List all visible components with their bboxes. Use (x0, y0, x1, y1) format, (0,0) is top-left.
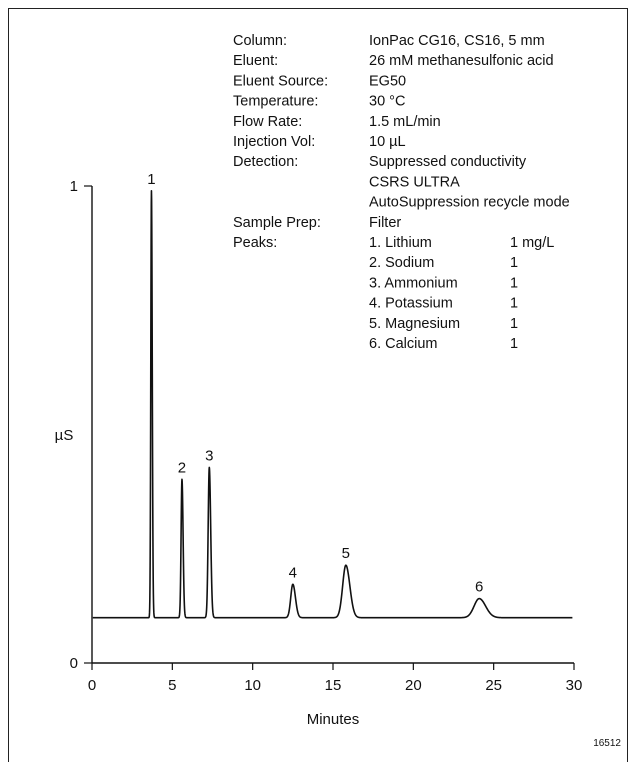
y-tick-label: 1 (70, 178, 78, 195)
peak-labels: 1 2 3 4 5 6 (147, 171, 483, 596)
peak-name: 4. Potassium (369, 296, 453, 312)
peak-name: 2. Sodium (369, 255, 434, 271)
peak-label: 1 (147, 171, 155, 188)
peak-name: 3. Ammonium (369, 275, 458, 291)
condition-value: Filter (369, 215, 401, 231)
condition-value: Suppressed conductivity (369, 154, 527, 170)
condition-value: AutoSuppression recycle mode (369, 195, 570, 211)
peak-concentration: 1 mg/L (510, 235, 554, 251)
condition-label: Eluent: (233, 53, 278, 69)
condition-label: Detection: (233, 154, 298, 170)
chromatogram-trace (92, 189, 574, 619)
x-tick-label: 0 (88, 677, 96, 694)
conditions-block: Column: IonPac CG16, CS16, 5 mm Eluent: 26 … (233, 33, 570, 352)
condition-label: Temperature: (233, 94, 318, 110)
peak-label: 3 (205, 447, 213, 464)
condition-value: 30 °C (369, 94, 405, 110)
peak-concentration: 1 (510, 336, 518, 352)
peak-label: 4 (289, 564, 297, 581)
x-axis-label: Minutes (307, 711, 360, 728)
figure-frame (8, 8, 628, 762)
y-tick-label: 0 (70, 655, 78, 672)
peaks-label: Peaks: (233, 235, 277, 251)
condition-label: Sample Prep: (233, 215, 321, 231)
peak-concentration: 1 (510, 296, 518, 312)
condition-label: Injection Vol: (233, 134, 315, 150)
peak-name: 1. Lithium (369, 235, 432, 251)
condition-label: Flow Rate: (233, 114, 302, 130)
peak-concentration: 1 (510, 275, 518, 291)
peak-name: 5. Magnesium (369, 316, 460, 332)
x-tick-label: 5 (168, 677, 176, 694)
condition-value: 10 µL (369, 134, 406, 150)
peak-concentration: 1 (510, 255, 518, 271)
y-axis-label: µS (55, 427, 74, 444)
condition-value: 1.5 mL/min (369, 114, 441, 130)
peak-concentration: 1 (510, 316, 518, 332)
axes (91, 186, 574, 664)
figure-id: 16512 (593, 738, 621, 749)
condition-value: EG50 (369, 73, 406, 89)
x-tick-label: 15 (325, 677, 342, 694)
condition-label: Column: (233, 33, 287, 49)
x-tick-label: 20 (405, 677, 422, 694)
peak-label: 5 (342, 545, 350, 562)
x-tick-label: 30 (566, 677, 583, 694)
peak-label: 6 (475, 579, 483, 596)
x-tick-label: 25 (485, 677, 502, 694)
x-tick-label: 10 (244, 677, 261, 694)
condition-label: Eluent Source: (233, 73, 328, 89)
condition-value: 26 mM methanesulfonic acid (369, 53, 554, 69)
condition-value: IonPac CG16, CS16, 5 mm (369, 33, 545, 49)
peak-name: 6. Calcium (369, 336, 438, 352)
peak-label: 2 (178, 459, 186, 476)
condition-value: CSRS ULTRA (369, 174, 460, 190)
